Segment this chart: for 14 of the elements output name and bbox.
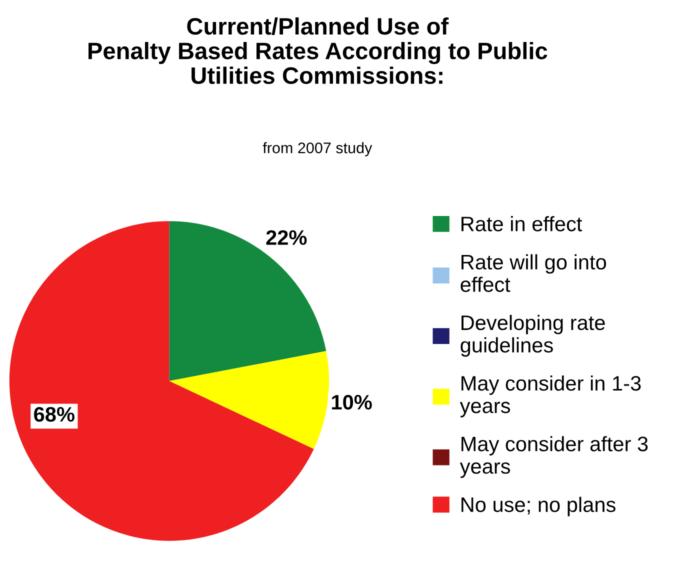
legend-label: No use; no plans xyxy=(462,496,616,516)
chart-subtitle: from 2007 study xyxy=(262,142,372,156)
legend-label: Rate in effect xyxy=(462,216,582,232)
legend-label: May consider after 3 years xyxy=(460,436,648,478)
chart-title: Current/Planned Use of Penalty Based Rates According to Public Utilities Commissions: xyxy=(88,17,548,84)
legend-label: Rate will go into effect xyxy=(460,254,606,292)
legend-label: May consider in 1-3 years xyxy=(460,375,641,418)
legend-label: Developing rate guidelines xyxy=(460,314,605,357)
pie-slice xyxy=(9,221,314,541)
data-label: 68% xyxy=(34,406,74,422)
pie-slice xyxy=(169,351,330,450)
data-label: 22% xyxy=(266,230,307,245)
data-label: 10% xyxy=(332,394,372,410)
pie-slice xyxy=(169,221,326,381)
